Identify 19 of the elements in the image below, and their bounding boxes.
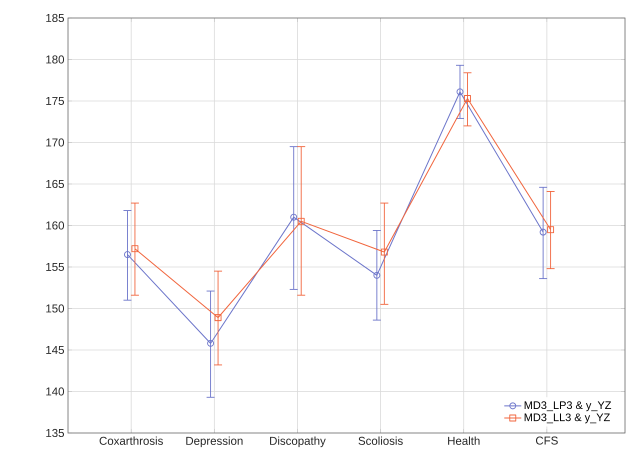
y-tick-label: 160 — [46, 221, 64, 230]
x-tick-label: Discopathy — [270, 436, 326, 448]
y-tick-label: 155 — [46, 263, 64, 271]
y-tick-label: 175 — [46, 97, 64, 105]
x-tick-label: Health — [448, 436, 480, 445]
legend-label: MD3_LP3 & y_YZ — [524, 401, 612, 412]
y-tick-label: 145 — [46, 346, 64, 354]
y-tick-label: 135 — [46, 428, 64, 438]
y-tick-label: 170 — [46, 138, 64, 147]
x-tick-label: Depression — [186, 436, 243, 448]
x-tick-label: Scoliosis — [358, 436, 403, 445]
y-tick-label: 185 — [46, 14, 64, 22]
x-tick-label: CFS — [536, 436, 558, 445]
y-tick-label: 180 — [46, 55, 64, 64]
x-tick-label: Coxarthrosis — [100, 436, 163, 445]
legend-label: MD3_LL3 & y_YZ — [524, 413, 610, 424]
y-tick-label: 165 — [46, 180, 64, 188]
y-tick-label: 140 — [46, 387, 64, 396]
y-tick-label: 150 — [46, 304, 64, 313]
